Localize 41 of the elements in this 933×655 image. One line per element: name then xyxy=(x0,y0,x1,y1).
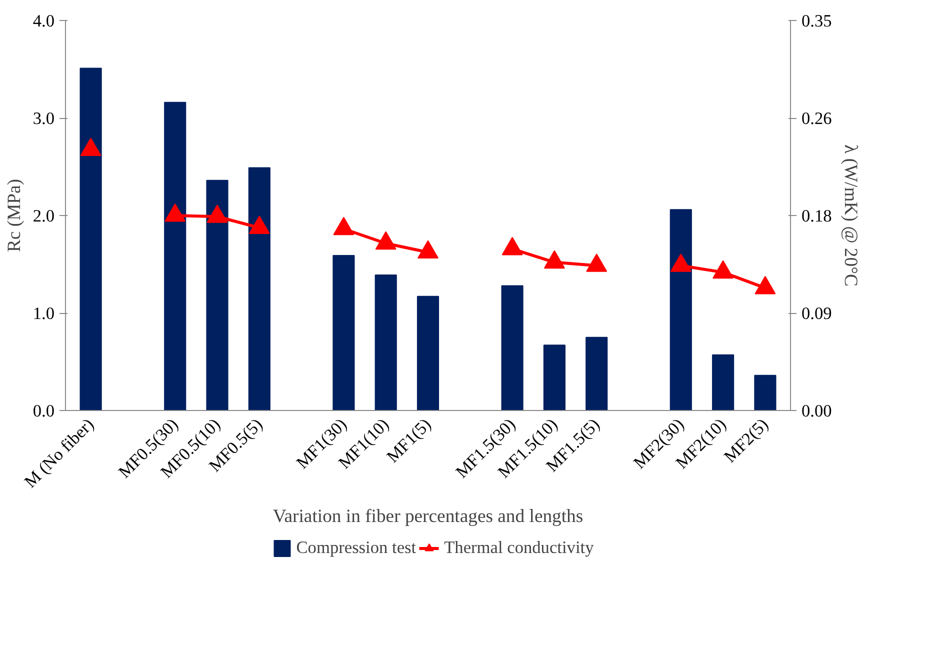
legend-label: Compression test xyxy=(296,538,416,558)
bar xyxy=(206,180,228,410)
point xyxy=(544,250,565,269)
point xyxy=(206,204,228,223)
y2-tick-label: 0.09 xyxy=(802,304,832,323)
bar xyxy=(586,336,608,410)
y2-tick-label: 0.35 xyxy=(802,12,832,30)
y2-tick-label: 0.26 xyxy=(802,109,832,128)
y-tick-label: 0.0 xyxy=(32,402,55,420)
bar xyxy=(416,296,440,410)
point xyxy=(754,276,776,294)
point xyxy=(586,254,608,272)
bar xyxy=(248,167,270,410)
y2-tick-label: 0.00 xyxy=(802,402,832,420)
point xyxy=(712,260,734,279)
point xyxy=(670,254,692,272)
bar xyxy=(164,102,186,410)
y2-tick-label: 0.18 xyxy=(802,206,832,226)
x-axis-title: Variation in fiber percentages and lengths xyxy=(272,506,584,528)
y-tick-label: 1.0 xyxy=(32,304,55,323)
legend-label: Thermal conductivity xyxy=(444,538,594,558)
point xyxy=(248,216,270,234)
y-tick-label: 4.0 xyxy=(32,12,55,30)
bar xyxy=(754,374,776,410)
point xyxy=(333,216,354,236)
bar xyxy=(501,285,524,410)
y2-axis-title: λ (W/mK) @ 20°C xyxy=(840,144,861,286)
bar xyxy=(543,344,566,410)
point xyxy=(164,203,186,222)
bar xyxy=(670,209,692,410)
bar xyxy=(80,68,102,410)
y-tick-label: 3.0 xyxy=(32,109,55,128)
y-tick-label: 2.0 xyxy=(32,206,55,226)
point xyxy=(80,138,102,156)
bar xyxy=(712,354,734,410)
bar xyxy=(374,274,397,410)
point xyxy=(418,240,438,259)
point xyxy=(502,236,523,256)
bar xyxy=(332,254,355,410)
y-axis-title: Rc (MPa) xyxy=(4,178,25,252)
point xyxy=(375,231,396,250)
